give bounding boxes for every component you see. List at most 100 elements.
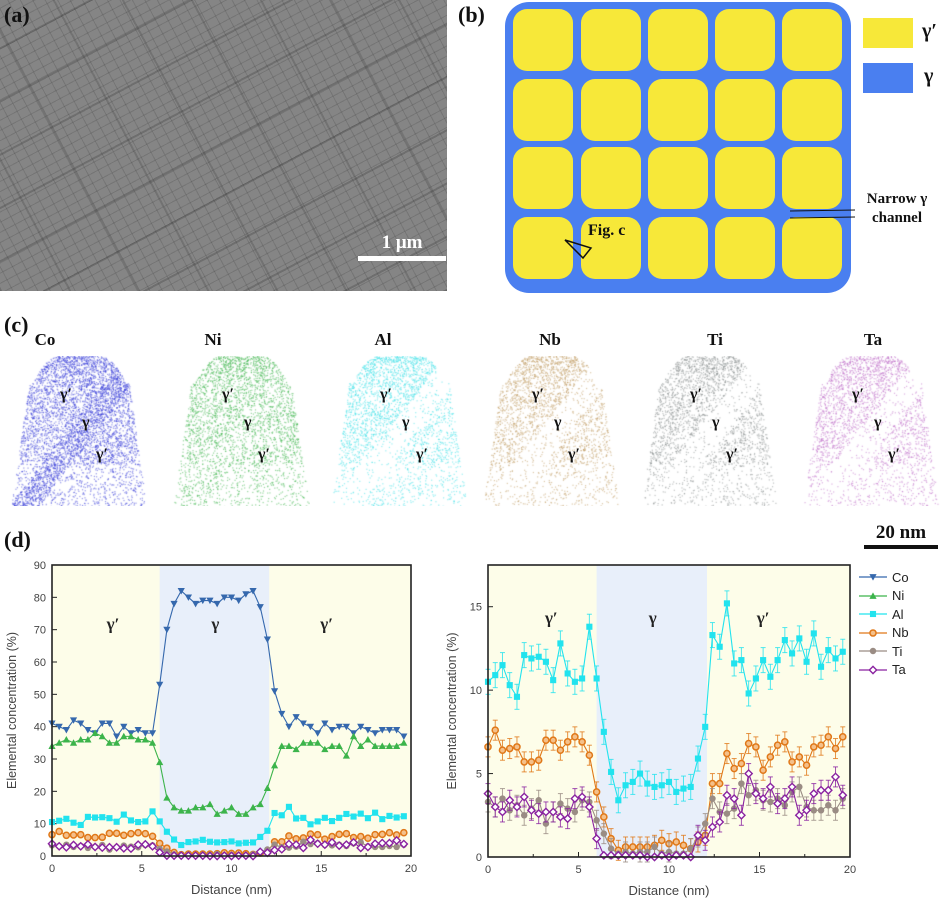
data-point-nb: [119, 831, 128, 840]
data-point-ta: [715, 817, 725, 827]
data-point-al: [694, 755, 702, 762]
panel-c-label: (c): [4, 312, 29, 337]
data-point-ni: [170, 803, 178, 811]
data-point-ta: [505, 795, 515, 805]
x-tick-label: 20: [405, 863, 417, 875]
atom-map-nb: [482, 356, 620, 506]
data-point-ta: [570, 794, 580, 804]
data-point-ni: [400, 739, 408, 746]
atom-map-co: [10, 356, 148, 506]
x-tick-label: 5: [139, 863, 145, 875]
data-point-nb: [737, 759, 746, 768]
data-point-ta: [384, 838, 395, 848]
data-point-al: [393, 814, 400, 821]
data-point-co: [55, 723, 63, 731]
data-point-ta: [519, 792, 529, 802]
data-point-ta: [119, 843, 129, 853]
data-point-ta: [693, 830, 703, 840]
channel-annotation-line2: channel: [871, 210, 922, 226]
legend-marker: [869, 628, 877, 637]
data-point-ni: [364, 736, 372, 743]
chart-legend: Co Ni Al Nb Ti Ta: [858, 568, 909, 679]
atom-map-al: [330, 356, 468, 506]
data-point-nb: [141, 829, 150, 838]
gamma-prime-region-label: γ′: [319, 615, 333, 634]
series-ni: [48, 729, 408, 817]
data-point-ta: [794, 810, 804, 820]
gamma-prime-phase-label: γ′: [258, 446, 270, 463]
data-point-ti: [357, 839, 364, 846]
gamma-prime-phase-label: γ′: [726, 446, 738, 463]
data-point-al: [257, 833, 264, 840]
legend-marker: [869, 648, 877, 655]
gamma-prime-region-label: γ′: [756, 608, 770, 627]
data-point-ti: [393, 843, 400, 851]
data-point-co: [378, 727, 386, 734]
data-point-al: [92, 814, 99, 821]
data-point-al: [702, 723, 709, 730]
apt-scale-text: 20 nm: [875, 522, 927, 543]
data-point-co: [278, 710, 286, 718]
data-point-nb: [715, 779, 724, 788]
element-name-al: Al: [374, 330, 392, 349]
data-point-al: [579, 675, 586, 682]
microstructure-schematic: [505, 2, 851, 293]
data-point-al: [615, 797, 622, 804]
data-point-nb: [55, 827, 63, 836]
data-point-al: [192, 838, 199, 845]
data-point-ta: [370, 839, 380, 849]
data-point-ni: [227, 803, 236, 811]
data-point-ti: [593, 817, 600, 824]
series-layer: [47, 587, 409, 861]
data-point-ta: [555, 812, 565, 822]
data-point-al: [745, 690, 752, 697]
data-point-co: [371, 730, 379, 737]
data-point-al: [77, 821, 84, 829]
legend-marker: [868, 665, 878, 675]
data-point-al: [796, 635, 803, 642]
data-point-ta: [787, 782, 797, 792]
x-tick-label: 0: [485, 864, 491, 876]
gamma-phase-label: γ: [712, 414, 720, 431]
data-point-ta: [584, 802, 594, 812]
gamma-prime-precipitate: [715, 9, 775, 71]
data-point-al: [542, 658, 549, 665]
data-point-co: [170, 600, 178, 608]
data-point-ta: [392, 835, 402, 846]
data-point-co: [206, 597, 214, 605]
data-point-nb: [679, 841, 688, 850]
gamma-prime-phase-label: γ′: [690, 386, 702, 403]
legend-marker: [869, 574, 877, 581]
data-point-ta: [269, 845, 280, 855]
data-point-ti: [687, 845, 694, 852]
data-point-nb: [364, 834, 372, 843]
data-point-al: [629, 778, 636, 785]
data-point-co: [77, 720, 85, 728]
data-point-ta: [97, 843, 107, 853]
data-point-ta: [490, 802, 500, 812]
data-point-nb: [802, 761, 811, 770]
data-point-al: [113, 818, 120, 825]
data-point-al: [379, 816, 386, 823]
data-point-nb: [498, 746, 507, 755]
data-point-ta: [700, 835, 710, 845]
data-point-ta: [830, 772, 841, 782]
atom-map-ti: [640, 356, 778, 506]
data-point-al: [149, 808, 156, 815]
channel-pointer-line-bottom: [789, 216, 856, 219]
data-point-al: [271, 809, 278, 817]
data-point-nb: [520, 758, 529, 766]
data-point-al: [314, 818, 321, 825]
data-point-al: [300, 814, 307, 821]
data-point-ta: [334, 841, 344, 851]
data-point-ta: [61, 842, 71, 852]
data-point-ni: [163, 794, 171, 801]
data-point-al: [264, 827, 271, 834]
data-point-nb: [824, 733, 833, 741]
data-point-al: [492, 672, 499, 679]
data-point-ta: [305, 835, 316, 845]
gamma-prime-precipitate: [715, 147, 775, 209]
data-point-al: [767, 673, 774, 680]
data-point-ni: [270, 761, 279, 769]
legend-label: Ni: [892, 588, 905, 604]
